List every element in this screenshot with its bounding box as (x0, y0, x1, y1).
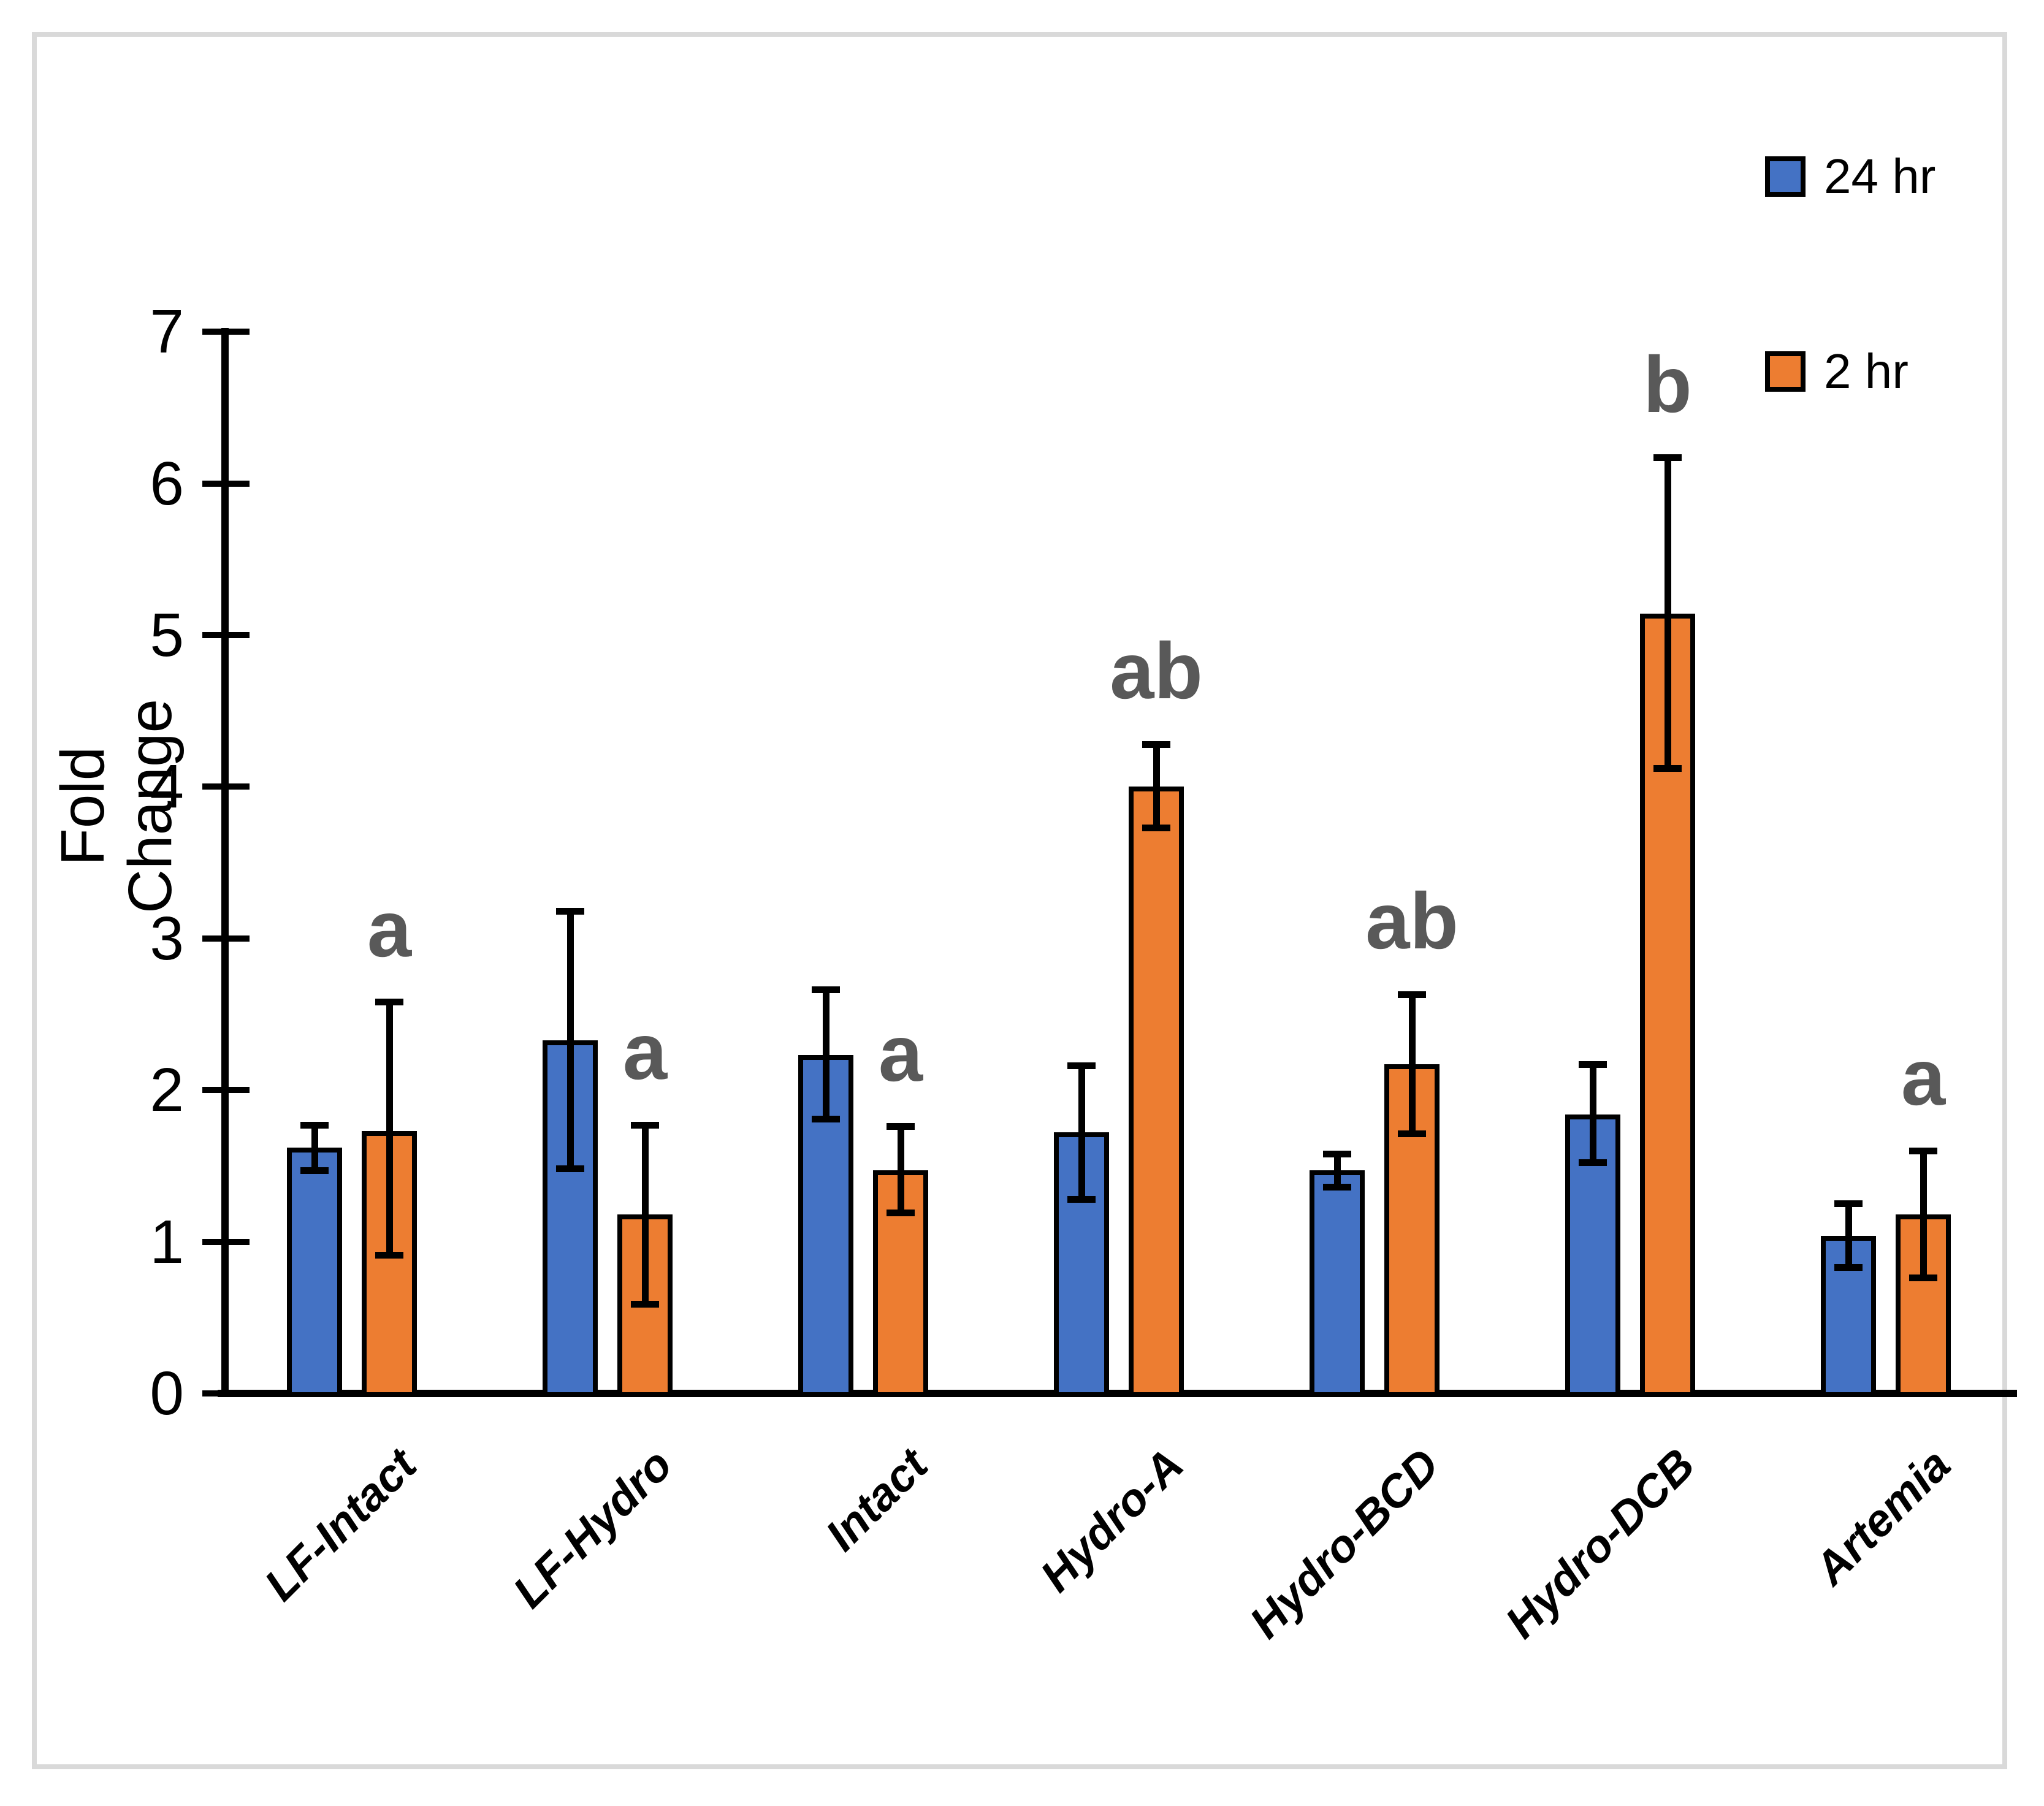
error-cap-bottom-24-hr-lf-hydro (556, 1165, 584, 1173)
significance-letter-hydro-dcb: b (1643, 339, 1692, 429)
error-bar-2-hr-hydro-dcb (1664, 457, 1671, 769)
y-tick-7 (202, 329, 250, 335)
significance-letter-intact: a (878, 1008, 923, 1098)
error-cap-bottom-2-hr-lf-hydro (631, 1300, 659, 1308)
error-cap-top-24-hr-hydro-bcd (1323, 1150, 1351, 1157)
y-tick-label-4: 4 (150, 752, 184, 821)
error-bar-24-hr-lf-intact (311, 1125, 318, 1171)
bar-2-hr-hydro-a (1129, 787, 1184, 1397)
error-cap-top-2-hr-intact (887, 1123, 915, 1130)
y-tick-label-0: 0 (150, 1359, 184, 1428)
error-cap-top-2-hr-lf-hydro (631, 1121, 659, 1129)
significance-letter-lf-intact: a (367, 883, 412, 973)
error-bar-24-hr-hydro-bcd (1333, 1154, 1341, 1187)
error-cap-bottom-24-hr-artemia (1834, 1264, 1863, 1271)
error-bar-24-hr-lf-hydro (566, 911, 574, 1169)
y-tick-label-5: 5 (150, 601, 184, 669)
significance-letter-hydro-bcd: ab (1365, 876, 1459, 966)
x-axis-label-artemia: Artemia (1804, 1439, 1960, 1595)
y-tick-3 (202, 935, 250, 942)
y-tick-1 (202, 1238, 250, 1245)
x-axis-line (218, 1390, 2017, 1397)
error-cap-top-2-hr-hydro-bcd (1398, 991, 1426, 998)
error-cap-bottom-2-hr-hydro-a (1142, 824, 1170, 831)
bar-24-hr-hydro-dcb (1565, 1114, 1620, 1397)
error-cap-bottom-24-hr-lf-intact (300, 1167, 329, 1174)
error-cap-bottom-24-hr-intact (812, 1115, 840, 1122)
error-cap-top-24-hr-hydro-dcb (1579, 1061, 1607, 1068)
error-bar-24-hr-intact (822, 989, 829, 1119)
y-tick-label-2: 2 (150, 1056, 184, 1125)
error-bar-2-hr-hydro-bcd (1408, 994, 1416, 1134)
error-cap-bottom-24-hr-hydro-a (1067, 1195, 1096, 1203)
error-cap-top-24-hr-intact (812, 986, 840, 994)
error-cap-bottom-2-hr-intact (887, 1210, 915, 1217)
error-bar-2-hr-artemia (1920, 1151, 1927, 1278)
significance-letter-hydro-a: ab (1110, 626, 1203, 716)
bar-24-hr-lf-intact (287, 1148, 342, 1397)
orange-square-icon (1765, 351, 1806, 392)
significance-letter-artemia: a (1901, 1032, 1946, 1122)
bar-24-hr-hydro-bcd (1310, 1170, 1365, 1397)
blue-square-icon (1765, 156, 1806, 197)
y-axis-line (221, 328, 229, 1397)
error-cap-top-2-hr-lf-intact (375, 999, 403, 1006)
y-tick-label-6: 6 (150, 449, 184, 518)
error-cap-top-24-hr-lf-hydro (556, 907, 584, 915)
error-bar-24-hr-hydro-dcb (1589, 1064, 1596, 1163)
bar-2-hr-lf-intact (362, 1130, 417, 1397)
legend-label-24hr: 24 hr (1824, 149, 1936, 204)
error-bar-2-hr-lf-hydro (641, 1125, 649, 1305)
y-tick-2 (202, 1087, 250, 1094)
error-cap-top-24-hr-artemia (1834, 1200, 1863, 1208)
y-tick-label-7: 7 (150, 297, 184, 367)
error-cap-bottom-24-hr-hydro-dcb (1579, 1159, 1607, 1167)
error-bar-2-hr-hydro-a (1153, 744, 1160, 828)
y-tick-4 (202, 783, 250, 790)
error-cap-bottom-2-hr-lf-intact (375, 1252, 403, 1259)
error-bar-2-hr-lf-intact (386, 1002, 393, 1255)
error-cap-top-2-hr-artemia (1909, 1147, 1937, 1154)
error-cap-bottom-2-hr-artemia (1909, 1274, 1937, 1282)
legend-label-2hr: 2 hr (1824, 344, 1909, 398)
y-tick-label-1: 1 (150, 1207, 184, 1276)
error-bar-2-hr-intact (897, 1126, 904, 1213)
error-cap-top-2-hr-hydro-dcb (1653, 454, 1682, 462)
error-cap-top-24-hr-lf-intact (300, 1121, 329, 1129)
error-cap-bottom-24-hr-hydro-bcd (1323, 1184, 1351, 1191)
error-cap-bottom-2-hr-hydro-bcd (1398, 1130, 1426, 1138)
error-bar-24-hr-artemia (1845, 1203, 1852, 1268)
error-bar-24-hr-hydro-a (1078, 1065, 1085, 1200)
y-tick-label-3: 3 (150, 904, 184, 973)
error-cap-top-24-hr-hydro-a (1067, 1062, 1096, 1070)
significance-letter-lf-hydro: a (622, 1007, 668, 1097)
y-tick-0 (202, 1390, 250, 1396)
error-cap-top-2-hr-hydro-a (1142, 741, 1170, 748)
y-tick-5 (202, 632, 250, 638)
y-tick-6 (202, 480, 250, 487)
error-cap-bottom-2-hr-hydro-dcb (1653, 765, 1682, 772)
